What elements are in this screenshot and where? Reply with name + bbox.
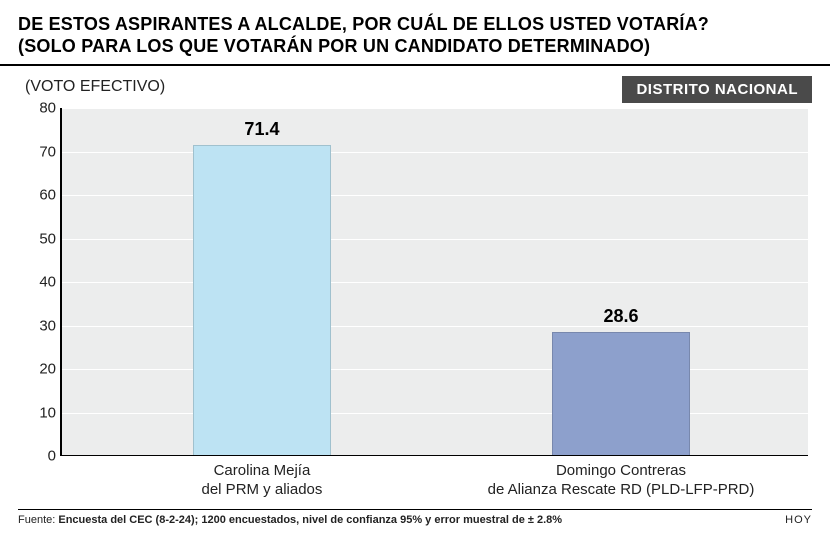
xtick-label: Domingo Contrerasde Alianza Rescate RD (… [441,462,801,500]
ytick-label: 80 [22,100,56,117]
subheader-text: (VOTO EFECTIVO) [25,78,165,96]
x-axis [60,455,808,457]
footer-source-value: Encuesta del CEC (8-2-24); 1200 encuesta… [58,514,562,526]
gridline [60,326,808,327]
subheader-row: (VOTO EFECTIVO) DISTRITO NACIONAL [0,74,830,106]
title-line-2: (SOLO PARA LOS QUE VOTARÁN POR UN CANDID… [18,36,812,58]
gridline [60,108,808,109]
ytick-label: 20 [22,361,56,378]
gridline [60,239,808,240]
bar-value-label: 28.6 [603,306,638,327]
ytick-label: 70 [22,143,56,160]
gridline [60,152,808,153]
gridline [60,282,808,283]
ytick-label: 60 [22,187,56,204]
gridline [60,369,808,370]
gridline [60,413,808,414]
y-axis [60,108,62,456]
footer-brand: HOY [785,514,812,526]
title-block: DE ESTOS ASPIRANTES A ALCALDE, POR CUÁL … [0,0,830,66]
ytick-label: 30 [22,317,56,334]
footer-source-label: Fuente: [18,514,58,526]
footer-source: Fuente: Encuesta del CEC (8-2-24); 1200 … [18,514,562,526]
bar-chart: 01020304050607080 Carolina Mejíadel PRM … [20,108,812,468]
title-line-1: DE ESTOS ASPIRANTES A ALCALDE, POR CUÁL … [18,14,812,36]
xtick-label: Carolina Mejíadel PRM y aliados [82,462,442,500]
gridline [60,195,808,196]
bar [193,145,331,456]
footer: Fuente: Encuesta del CEC (8-2-24); 1200 … [18,509,812,526]
ytick-label: 50 [22,230,56,247]
ytick-label: 40 [22,274,56,291]
ytick-label: 0 [22,448,56,465]
plot-area [60,108,808,456]
region-badge: DISTRITO NACIONAL [622,76,812,103]
ytick-label: 10 [22,404,56,421]
bar [552,332,690,456]
bar-value-label: 71.4 [244,119,279,140]
